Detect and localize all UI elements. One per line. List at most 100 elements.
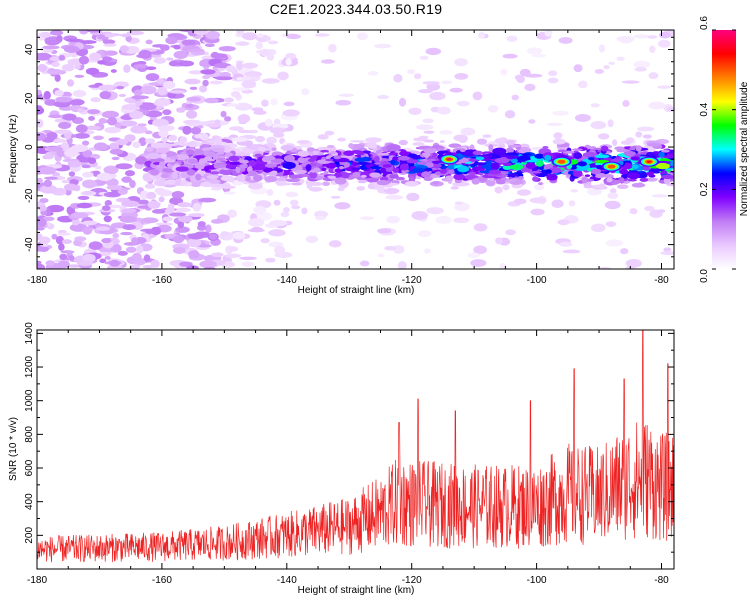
heatmap-cell (77, 195, 90, 201)
heatmap-cell (423, 176, 433, 181)
heatmap-cell (476, 138, 488, 145)
heatmap-cell (382, 164, 392, 168)
heatmap-cell (178, 173, 191, 179)
heatmap-cell (121, 208, 137, 214)
heatmap-cell (578, 80, 588, 89)
heatmap-cell (352, 161, 358, 167)
heatmap-cell (143, 254, 151, 262)
heatmap-cell (581, 176, 589, 184)
heatmap-cell (81, 220, 98, 226)
heatmap-cell (386, 215, 400, 224)
heatmap-cell (551, 199, 564, 208)
heatmap-cell (94, 165, 102, 170)
heatmap-cell (475, 156, 485, 161)
heatmap-cell (74, 74, 85, 78)
heatmap-cell (281, 144, 294, 151)
heatmap-cell (271, 170, 278, 174)
heatmap-cell (193, 30, 209, 36)
spectrogram-x-ticks: -180 -160 -140 -120 -100 -80 (27, 30, 669, 286)
heatmap-cell (488, 169, 502, 175)
heatmap-cell (633, 34, 650, 39)
heatmap-cell (593, 147, 602, 151)
heatmap-cell (236, 30, 245, 35)
heatmap-cell (379, 181, 392, 184)
heatmap-cell (646, 171, 654, 176)
x-tick-label: -180 (27, 275, 47, 286)
heatmap-cell (209, 171, 220, 175)
heatmap-cell (245, 141, 252, 149)
spectrogram-x-label: Height of straight line (km) (298, 285, 415, 296)
heatmap-cell (367, 141, 378, 149)
heatmap-cell (370, 166, 383, 170)
heatmap-cell (542, 145, 549, 149)
heatmap-cell (637, 126, 655, 132)
heatmap-cell (506, 147, 515, 154)
heatmap-cell (325, 158, 334, 162)
heatmap-cell (175, 226, 190, 233)
y-tick-label: -40 (24, 237, 35, 252)
heatmap-cell (620, 248, 629, 255)
heatmap-cell (182, 119, 200, 125)
heatmap-cell (39, 184, 57, 194)
heatmap-cell (612, 139, 618, 147)
heatmap-cell (314, 216, 327, 221)
heatmap-cell (453, 217, 470, 224)
heatmap-cell (308, 171, 318, 179)
heatmap-cell (179, 136, 188, 144)
heatmap-cell (218, 46, 236, 52)
heatmap-cell (524, 83, 536, 92)
heatmap-cell (296, 140, 310, 144)
heatmap-cell (617, 184, 629, 190)
heatmap-cell (103, 43, 117, 47)
heatmap-cell (199, 85, 208, 93)
heatmap-cell (510, 158, 518, 163)
heatmap-cell (572, 148, 583, 151)
snr-y-label: SNR (10 * v/v) (8, 417, 19, 481)
heatmap-cell (145, 146, 154, 152)
heatmap-cell (645, 178, 658, 182)
heatmap-cell (161, 136, 168, 143)
heatmap-cell (335, 99, 352, 106)
heatmap-cell (506, 35, 518, 42)
heatmap-cell (158, 196, 165, 203)
heatmap-cell (283, 154, 296, 162)
heatmap-cell (470, 259, 487, 267)
heatmap-cell (504, 152, 519, 155)
heatmap-cell (502, 184, 510, 191)
heatmap-cell (130, 125, 148, 134)
heatmap-cell (39, 166, 56, 175)
heatmap-cell (157, 86, 168, 96)
heatmap-cell (282, 161, 296, 170)
heatmap-cell (431, 181, 440, 185)
heatmap-cell (186, 96, 201, 102)
heatmap-cell (472, 150, 483, 156)
heatmap-cell (631, 182, 646, 188)
heatmap-cell (422, 81, 440, 85)
heatmap-cell (228, 155, 240, 162)
heatmap-cell (153, 144, 169, 148)
heatmap-cell (116, 85, 125, 90)
heatmap-cell (251, 163, 267, 171)
heatmap-cell (47, 146, 64, 152)
heatmap-cell (250, 76, 261, 81)
heatmap-cell (404, 181, 419, 187)
heatmap-cell (63, 45, 80, 54)
heatmap-cell (605, 239, 624, 247)
heatmap-cell (81, 164, 91, 169)
heatmap-cell (500, 171, 509, 175)
heatmap-cell (270, 98, 278, 106)
heatmap-cell (146, 191, 157, 200)
heatmap-cell (152, 118, 169, 128)
heatmap-cell (135, 156, 147, 165)
heatmap-cell (104, 33, 116, 38)
heatmap-cell (659, 31, 671, 39)
heatmap-cell (338, 165, 345, 170)
heatmap-cell (367, 183, 374, 190)
heatmap-cell (57, 260, 70, 269)
colorbar-gradient (712, 30, 736, 269)
heatmap-cell (467, 252, 481, 258)
heatmap-cell (309, 186, 323, 192)
heatmap-cell (159, 44, 170, 51)
heatmap-cell (117, 188, 128, 195)
heatmap-cell (421, 152, 431, 157)
